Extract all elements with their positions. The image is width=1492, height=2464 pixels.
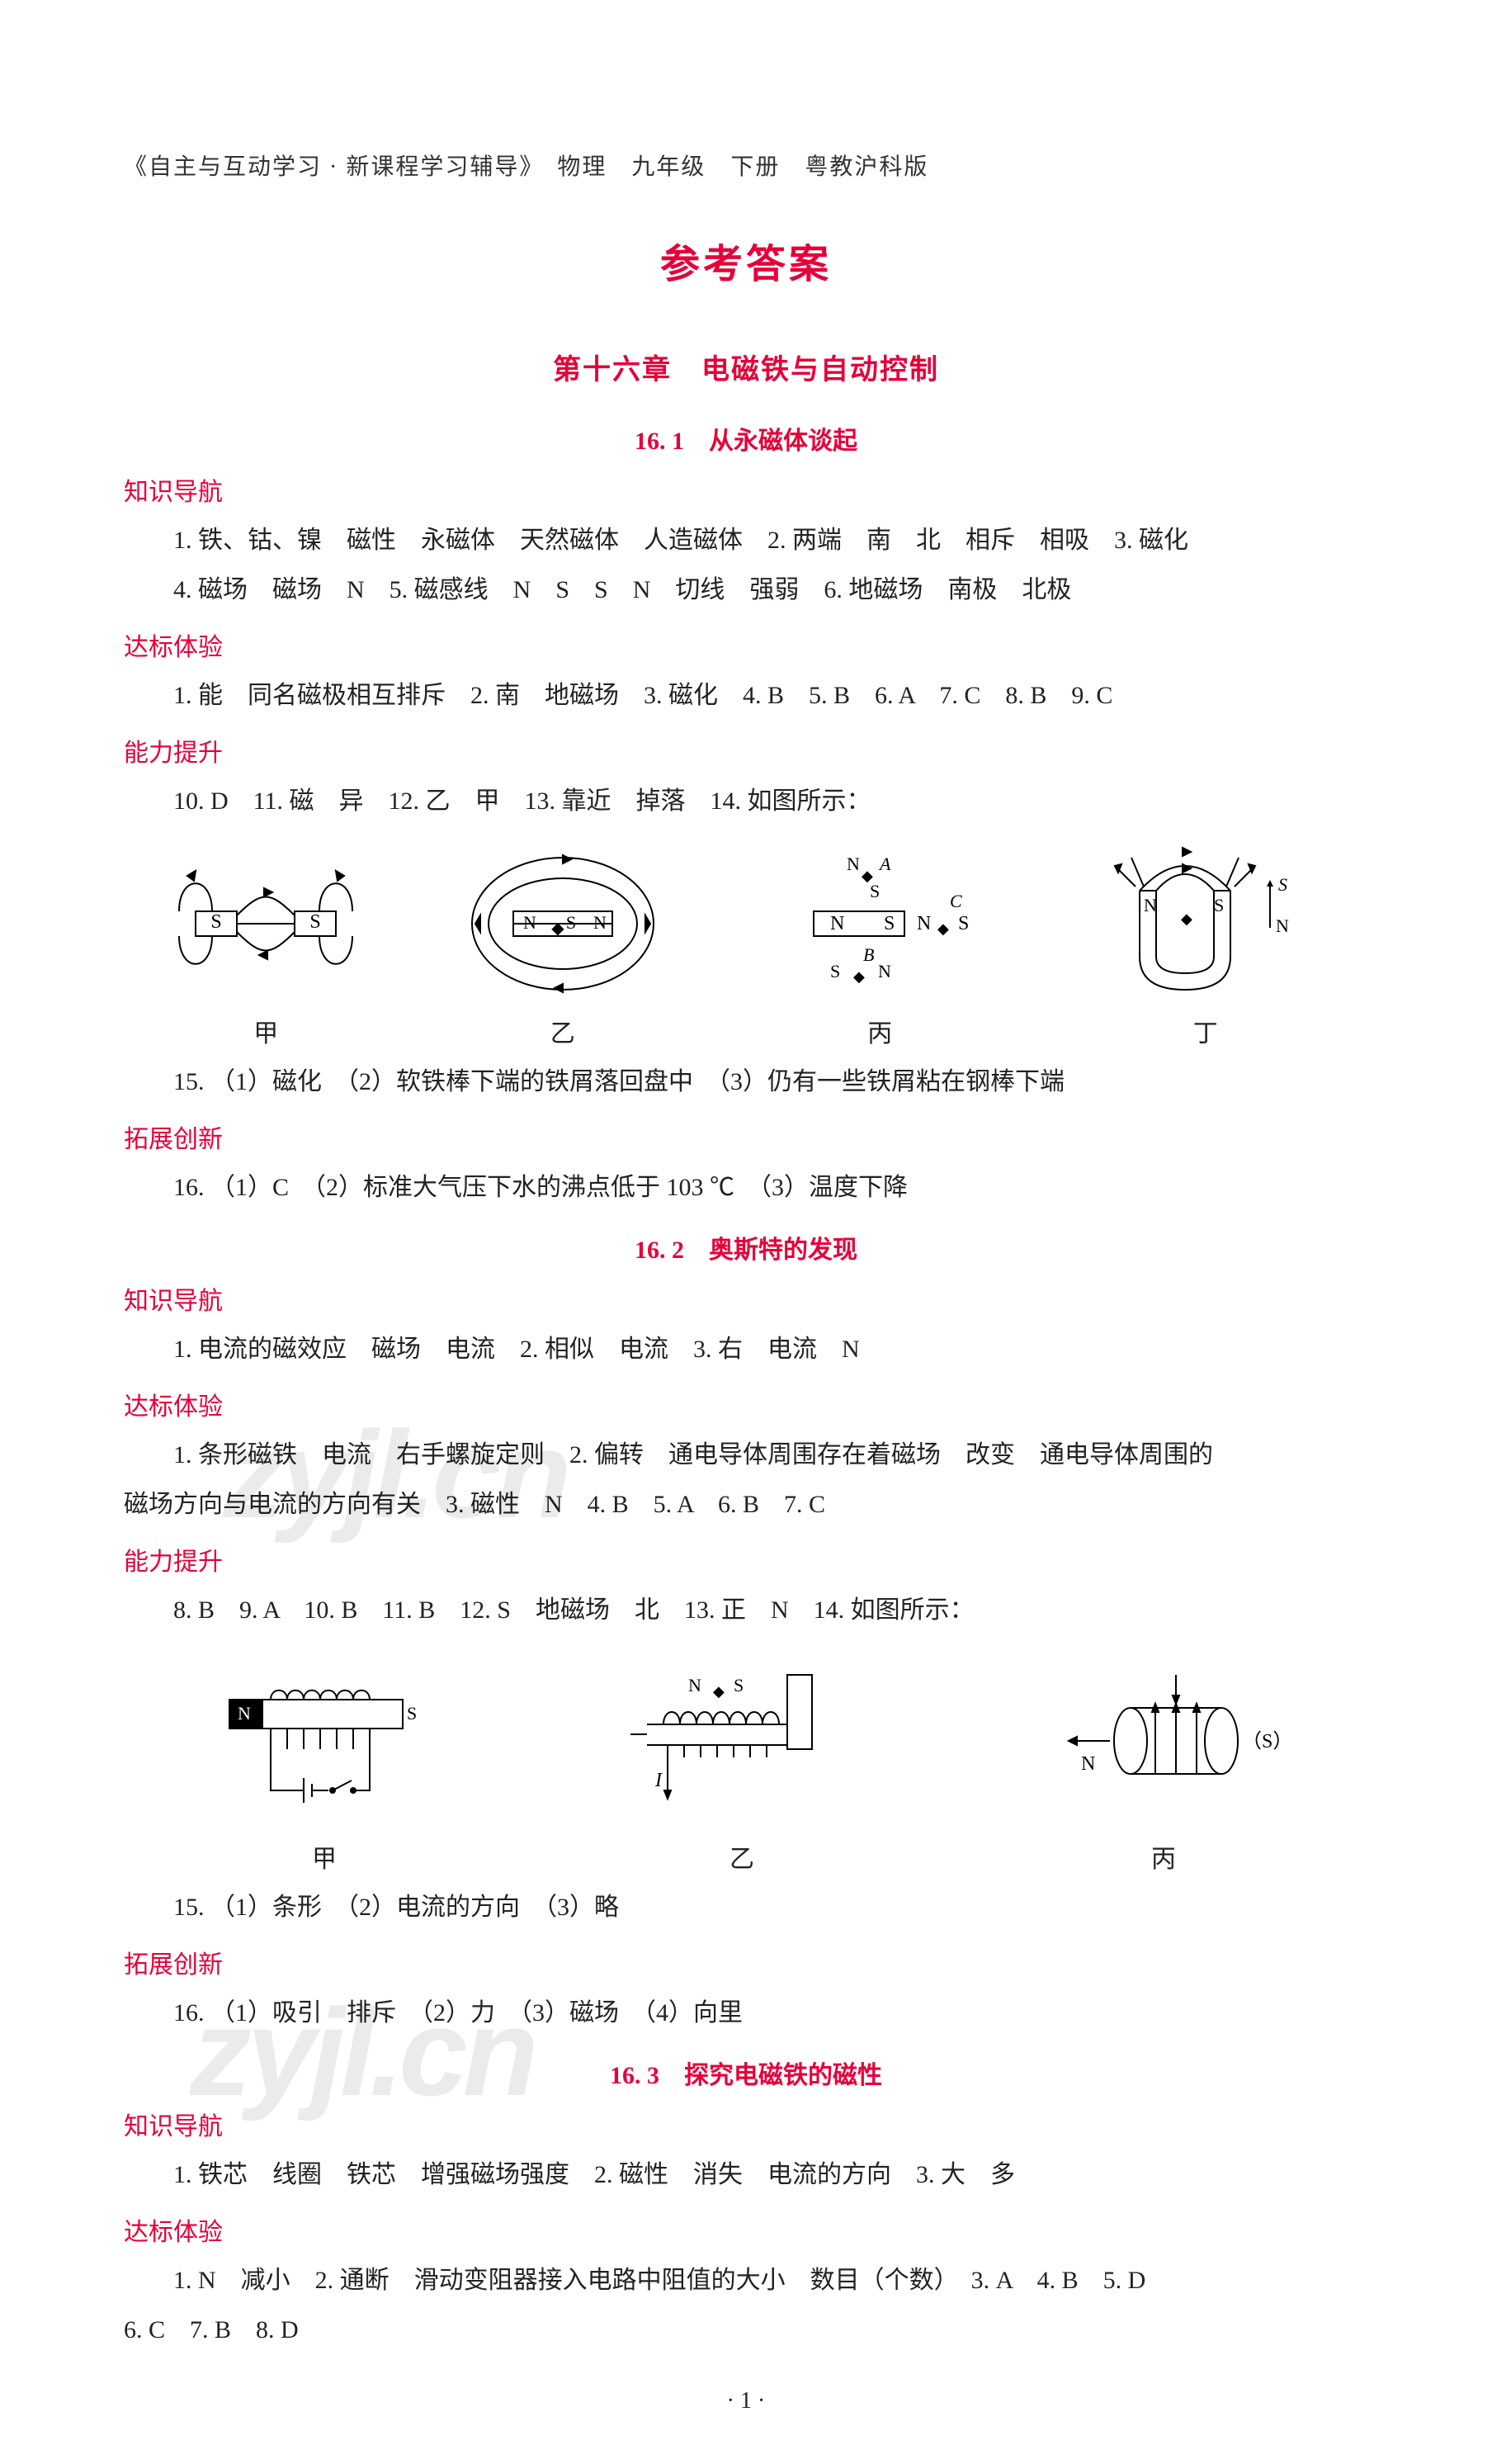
answer-line: 1. 条形磁铁 电流 右手螺旋定则 2. 偏转 通电导体周围存在着磁场 改变 通… xyxy=(124,1431,1368,1480)
figure-row-2: N S 甲 I N xyxy=(124,1650,1368,1875)
answer-line: 1. 电流的磁效应 磁场 电流 2. 相似 电流 3. 右 电流 N xyxy=(124,1325,1368,1374)
figure-jia: S S 甲 xyxy=(171,841,361,1049)
label-s: S xyxy=(958,913,969,934)
diamond-icon: ◆ xyxy=(713,1683,725,1700)
label-s: S xyxy=(884,913,895,934)
answer-line: 1. 铁芯 线圈 铁芯 增强磁场强度 2. 磁性 消失 电流的方向 3. 大 多 xyxy=(124,2150,1368,2200)
section-title-16-1: 16. 1 从永磁体谈起 xyxy=(124,420,1368,456)
label-s: （S） xyxy=(1242,1731,1292,1752)
label-a: A xyxy=(878,854,891,874)
page-number: · 1 · xyxy=(124,2388,1368,2414)
diamond-icon: ◆ xyxy=(551,920,564,938)
label-s: S xyxy=(734,1675,744,1695)
figure-ding: N ◆ S S N 丁 xyxy=(1090,841,1321,1049)
subheading-tuozhan: 拓展创新 xyxy=(124,1118,1368,1155)
label-n: N xyxy=(523,912,536,933)
label-n: N xyxy=(1276,915,1289,936)
label-n: N xyxy=(593,912,607,933)
subheading-dabiao: 达标体验 xyxy=(124,2211,1368,2248)
label-i: I xyxy=(654,1770,663,1791)
label-s: S xyxy=(1214,895,1224,915)
answer-line: 1. 能 同名磁极相互排斥 2. 南 地磁场 3. 磁化 4. B 5. B 6… xyxy=(124,671,1368,721)
label-s: S xyxy=(211,911,222,933)
figure-jia-2: N S 甲 xyxy=(196,1650,452,1875)
figure-bing-2: N （S） 丙 xyxy=(1032,1650,1296,1875)
section-title-16-3: 16. 3 探究电磁铁的磁性 xyxy=(124,2055,1368,2091)
diamond-icon: ◆ xyxy=(937,920,949,937)
label-s: S xyxy=(830,961,840,981)
solenoid-endview-diagram: N （S） xyxy=(1032,1650,1296,1832)
compass-bar-diagram: N S N ◆ A S N ◆ C S S ◆ B N xyxy=(764,841,995,1006)
subheading-dabiao: 达标体验 xyxy=(124,627,1368,663)
answer-line: 16. （1）吸引 排斥 （2）力 （3）磁场 （4）向里 xyxy=(124,1989,1368,2038)
horseshoe-diagram: N ◆ S S N xyxy=(1090,841,1321,1006)
two-s-poles-diagram: S S xyxy=(171,841,361,1006)
answer-line: 8. B 9. A 10. B 11. B 12. S 地磁场 北 13. 正 … xyxy=(124,1586,1368,1635)
answer-line: 1. 铁、钴、镍 磁性 永磁体 天然磁体 人造磁体 2. 两端 南 北 相斥 相… xyxy=(124,516,1368,565)
bar-magnet-diagram: N ◆ S N xyxy=(456,841,670,1006)
solenoid-compass-diagram: I N ◆ S xyxy=(597,1650,886,1832)
fig-caption: 丁 xyxy=(1090,1013,1321,1049)
figure-row-1: S S 甲 N ◆ S N xyxy=(124,841,1368,1049)
fig-caption: 甲 xyxy=(171,1013,361,1049)
label-n: N xyxy=(238,1703,251,1724)
answer-line: 16. （1）C （2）标准大气压下水的沸点低于 103 ℃ （3）温度下降 xyxy=(124,1163,1368,1213)
fig-caption: 丙 xyxy=(764,1013,995,1049)
main-title: 参考答案 xyxy=(124,231,1368,289)
label-s: S xyxy=(1278,874,1287,895)
answer-line: 1. N 减小 2. 通断 滑动变阻器接入电路中阻值的大小 数目（个数） 3. … xyxy=(124,2256,1368,2306)
fig-caption: 丙 xyxy=(1032,1838,1296,1875)
chapter-title: 第十六章 电磁铁与自动控制 xyxy=(124,347,1368,387)
label-b: B xyxy=(863,944,874,965)
subheading-zhishidaohang: 知识导航 xyxy=(124,1280,1368,1317)
answer-line: 4. 磁场 磁场 N 5. 磁感线 N S S N 切线 强弱 6. 地磁场 南… xyxy=(124,565,1368,615)
label-s: S xyxy=(566,912,576,933)
subheading-dabiao: 达标体验 xyxy=(124,1386,1368,1422)
answer-line: 磁场方向与电流的方向有关 3. 磁性 N 4. B 5. A 6. B 7. C xyxy=(124,1480,1368,1530)
page: 《自主与互动学习 · 新课程学习辅导》 物理 九年级 下册 粤教沪科版 参考答案… xyxy=(0,0,1492,2464)
subheading-zhishidaohang: 知识导航 xyxy=(124,471,1368,508)
label-n: N xyxy=(1081,1753,1095,1775)
subheading-tuozhan: 拓展创新 xyxy=(124,1944,1368,1980)
book-header: 《自主与互动学习 · 新课程学习辅导》 物理 九年级 下册 粤教沪科版 xyxy=(124,149,1368,182)
label-n: N xyxy=(1144,895,1157,915)
label-n: N xyxy=(830,913,844,934)
fig-caption: 乙 xyxy=(597,1838,886,1875)
diamond-icon: ◆ xyxy=(1181,910,1192,927)
subheading-nengli: 能力提升 xyxy=(124,732,1368,769)
figure-yi-2: I N ◆ S 乙 xyxy=(597,1650,886,1875)
figure-bing: N S N ◆ A S N ◆ C S S ◆ B N 丙 xyxy=(764,841,995,1049)
diamond-icon: ◆ xyxy=(853,968,865,985)
label-s: S xyxy=(870,881,880,901)
label-n: N xyxy=(688,1675,701,1695)
label-s: S xyxy=(407,1703,417,1724)
figure-yi: N ◆ S N 乙 xyxy=(456,841,670,1049)
label-s: S xyxy=(310,911,321,933)
section-title-16-2: 16. 2 奥斯特的发现 xyxy=(124,1229,1368,1265)
subheading-zhishidaohang: 知识导航 xyxy=(124,2106,1368,2142)
solenoid-circuit-diagram: N S xyxy=(196,1650,452,1832)
fig-caption: 甲 xyxy=(196,1838,452,1875)
subheading-nengli: 能力提升 xyxy=(124,1541,1368,1577)
answer-line: 6. C 7. B 8. D xyxy=(124,2306,1368,2355)
answer-line: 10. D 11. 磁 异 12. 乙 甲 13. 靠近 掉落 14. 如图所示… xyxy=(124,777,1368,826)
label-c: C xyxy=(950,891,962,911)
label-n: N xyxy=(878,961,891,981)
answer-line: 15. （1）磁化 （2）软铁棒下端的铁屑落回盘中 （3）仍有一些铁屑粘在钢棒下… xyxy=(124,1057,1368,1107)
fig-caption: 乙 xyxy=(456,1013,670,1049)
label-n: N xyxy=(847,854,860,874)
answer-line: 15. （1）条形 （2）电流的方向 （3）略 xyxy=(124,1883,1368,1932)
label-n: N xyxy=(917,913,931,934)
